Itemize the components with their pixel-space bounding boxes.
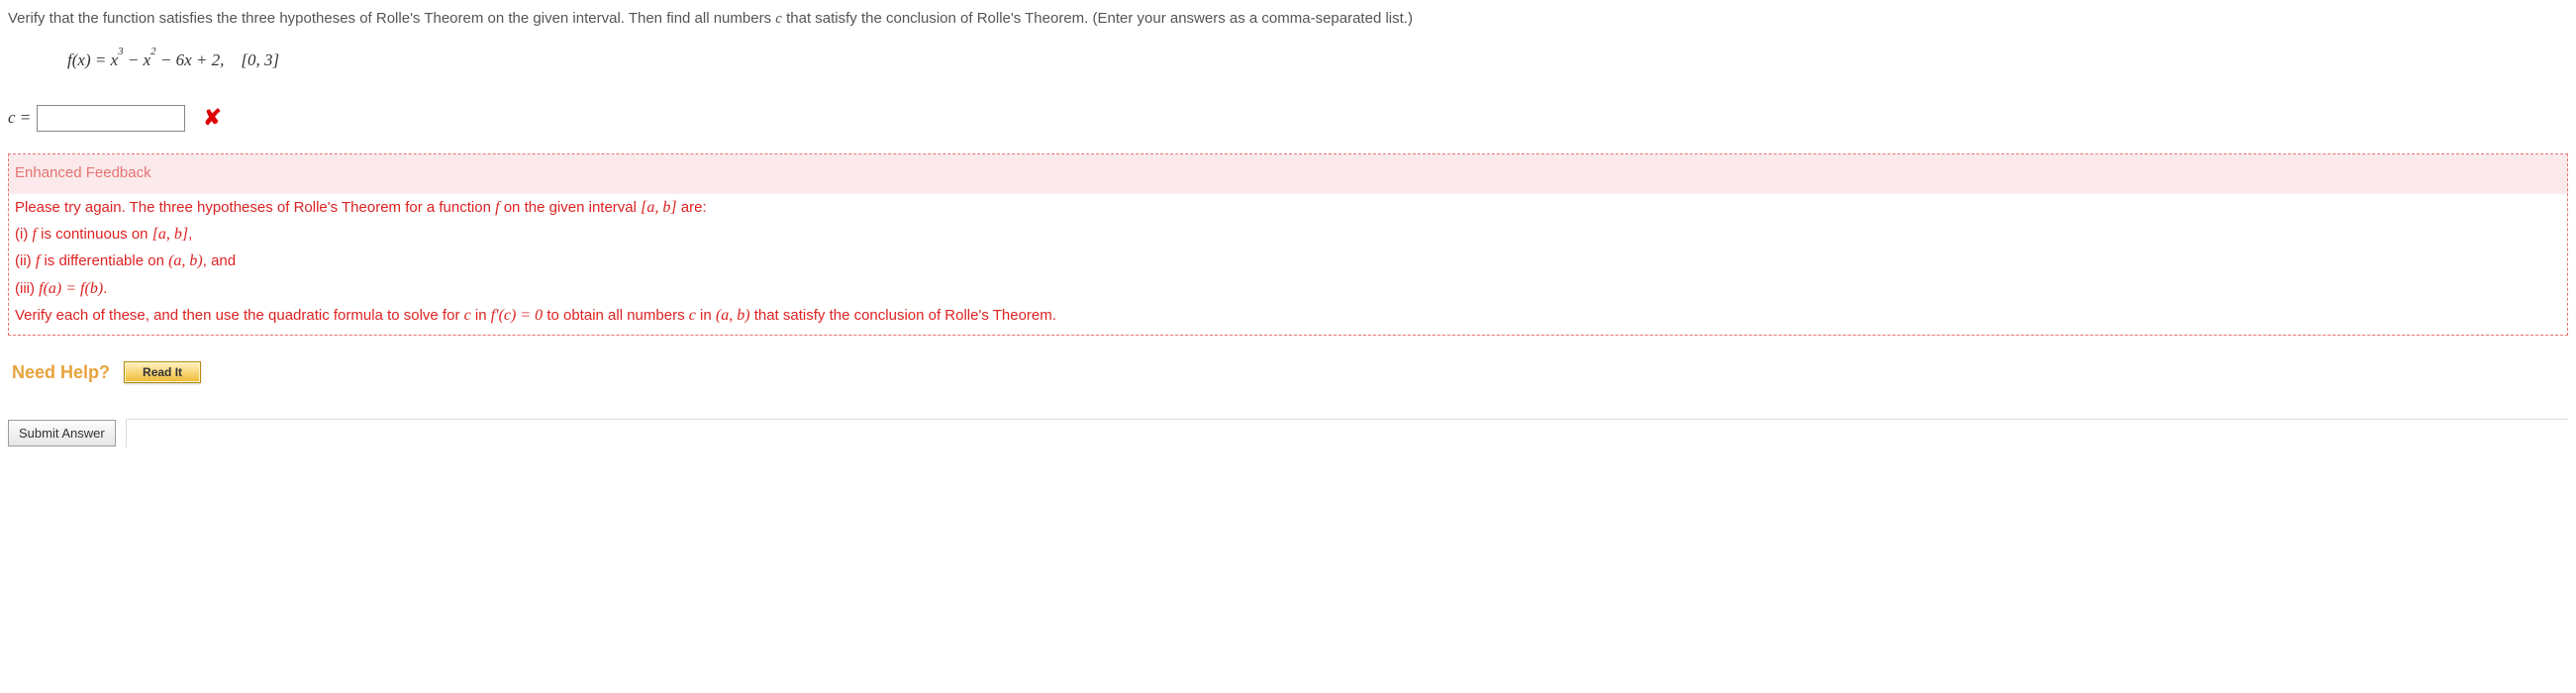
feedback-line3: (ii) f is differentiable on (a, b), and xyxy=(15,248,2561,274)
feedback-line1: Please try again. The three hypotheses o… xyxy=(15,194,2561,221)
submit-row: Submit Answer xyxy=(8,419,2568,447)
c-equals-label: c = xyxy=(8,106,31,131)
problem-c-var: c xyxy=(775,11,782,27)
feedback-line4: (iii) f(a) = f(b). xyxy=(15,275,2561,302)
formula-display: f(x) = x3 − x2 − 6x + 2, [0, 3] xyxy=(67,49,2568,73)
formula-body: f(x) = x3 − x2 − 6x + 2, [0, 3] xyxy=(67,50,279,69)
incorrect-icon: ✘ xyxy=(203,102,221,134)
problem-line1: Verify that the function satisfies the t… xyxy=(8,10,775,27)
help-row: Need Help? Read It xyxy=(12,359,2568,385)
problem-statement: Verify that the function satisfies the t… xyxy=(8,8,2568,31)
read-it-button[interactable]: Read It xyxy=(124,361,201,383)
answer-input[interactable] xyxy=(37,105,185,132)
feedback-title: Enhanced Feedback xyxy=(9,154,2567,192)
answer-row: c = ✘ xyxy=(8,102,2568,134)
problem-line2: that satisfy the conclusion of Rolle's T… xyxy=(782,10,1413,27)
submit-answer-button[interactable]: Submit Answer xyxy=(8,420,116,446)
need-help-label: Need Help? xyxy=(12,359,110,385)
feedback-line5: Verify each of these, and then use the q… xyxy=(15,302,2561,329)
feedback-box: Enhanced Feedback Please try again. The … xyxy=(8,153,2568,336)
divider-line xyxy=(126,419,2568,447)
feedback-content: Please try again. The three hypotheses o… xyxy=(9,192,2567,331)
feedback-line2: (i) f is continuous on [a, b], xyxy=(15,221,2561,248)
